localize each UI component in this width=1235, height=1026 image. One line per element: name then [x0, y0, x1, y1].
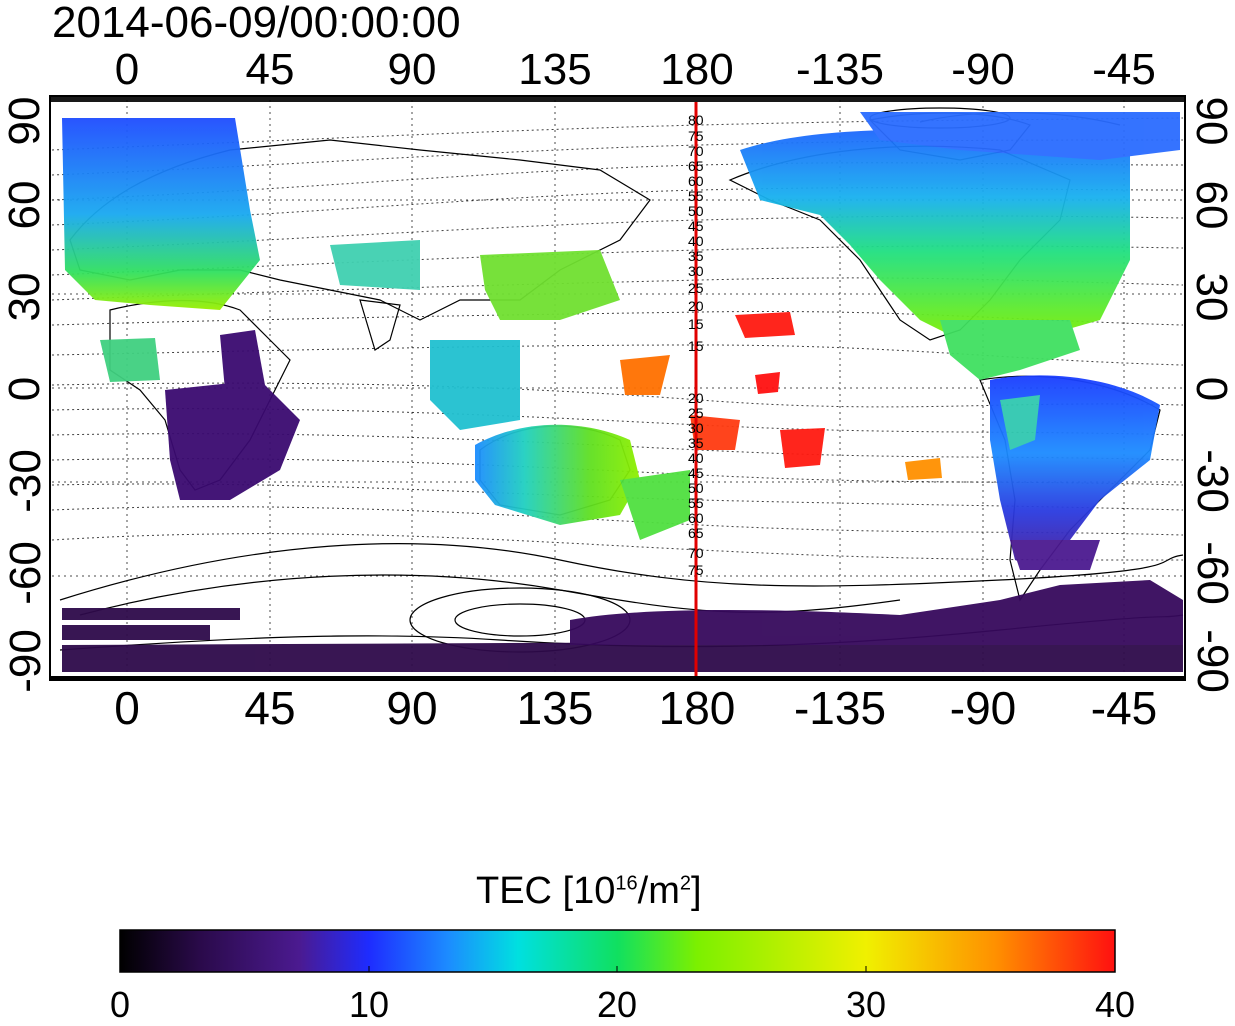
colorbar: [119, 929, 1116, 973]
lon-tick-bottom: 135: [516, 682, 594, 734]
lon-tick-top: 180: [660, 45, 734, 94]
contour-label: 45: [688, 465, 704, 481]
lon-tick-bottom: 180: [658, 682, 736, 734]
lon-tick-bottom: 90: [386, 682, 438, 734]
contour-label: 35: [688, 435, 704, 451]
contour-label: 50: [688, 203, 704, 219]
colorbar-title-prefix: TEC [10: [476, 870, 616, 912]
colorbar-tick-label: 20: [596, 984, 638, 1025]
contour-label: 75: [688, 562, 704, 578]
colorbar-tick-label: 0: [109, 984, 131, 1025]
lon-tick-top: 90: [387, 45, 437, 94]
contour-label: 70: [688, 143, 704, 159]
contour-label: 40: [688, 450, 704, 466]
contour-label: 80: [688, 112, 704, 128]
contour-label: 50: [688, 480, 704, 496]
contour-label: 20: [688, 390, 704, 406]
contour-label: 55: [688, 495, 704, 511]
lon-tick-top: 0: [114, 45, 140, 94]
lon-tick-top: 45: [245, 45, 295, 94]
contour-label: 15: [688, 316, 704, 332]
lon-tick-top: -90: [951, 45, 1015, 94]
map-title: 2014-06-09/00:00:00: [52, 0, 461, 47]
lon-tick-bottom: 45: [244, 682, 296, 734]
colorbar-ticks: [119, 966, 1116, 972]
colorbar-title: TEC [1016/m2]: [476, 870, 702, 913]
colorbar-title-exp2: 2: [679, 872, 691, 895]
colorbar-title-mid: /m: [637, 870, 680, 912]
tec-data: [62, 112, 1183, 672]
colorbar-title-exp: 16: [615, 872, 638, 895]
contour-label: 60: [688, 510, 704, 526]
colorbar-title-suffix: ]: [690, 870, 702, 912]
contour-label: 15: [688, 338, 704, 354]
contour-label: 25: [688, 405, 704, 421]
contour-label: 35: [688, 248, 704, 264]
contour-label: 75: [688, 128, 704, 144]
contour-label: 40: [688, 233, 704, 249]
contour-label: 45: [688, 218, 704, 234]
lon-tick-bottom: -135: [793, 682, 887, 734]
contour-label: 30: [688, 263, 704, 279]
contour-label: 25: [688, 280, 704, 296]
lon-tick-top: -45: [1092, 45, 1156, 94]
colorbar-tick-label: 10: [348, 984, 390, 1025]
contour-label: 65: [688, 158, 704, 174]
lon-tick-top: 135: [518, 45, 592, 94]
lon-tick-bottom: -90: [949, 682, 1017, 734]
contour-label: 70: [688, 545, 704, 561]
contour-label: 55: [688, 188, 704, 204]
colorbar-tick-label: 40: [1094, 984, 1136, 1025]
lon-tick-top: -135: [795, 45, 885, 94]
frame-ticks: [49, 95, 1186, 681]
contour-label: 65: [688, 525, 704, 541]
contour-label: 30: [688, 420, 704, 436]
lon-tick-bottom: 0: [114, 682, 140, 734]
lon-tick-bottom: -45: [1090, 682, 1158, 734]
contour-label: 20: [688, 298, 704, 314]
contour-label: 60: [688, 173, 704, 189]
colorbar-tick-label: 30: [845, 984, 887, 1025]
